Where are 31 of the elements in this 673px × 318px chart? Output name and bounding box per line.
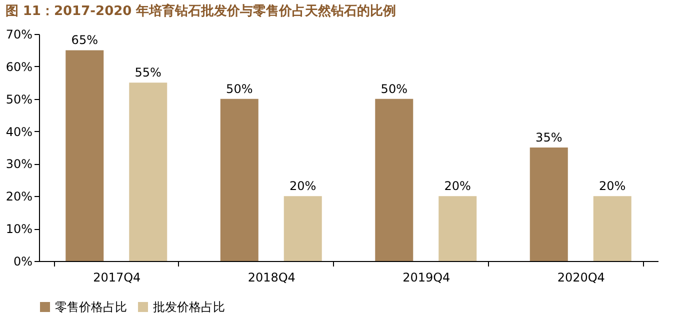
y-tick-label: 70% [6, 28, 32, 42]
data-label: 50% [380, 82, 408, 96]
y-tick-label: 20% [6, 190, 32, 204]
y-tick-label: 50% [6, 92, 32, 106]
data-label: 20% [290, 179, 316, 194]
data-label: 55% [134, 66, 162, 80]
bar [66, 50, 104, 261]
legend-label: 零售价格占比 [55, 300, 127, 314]
bar [375, 98, 414, 261]
x-tick-label: 2018Q4 [248, 270, 296, 284]
x-tick-label: 2017Q4 [93, 270, 141, 284]
data-label: 20% [444, 179, 471, 194]
bar [593, 196, 632, 261]
y-tick-label: 30% [6, 157, 32, 172]
data-label: 20% [599, 179, 626, 194]
chart-title: 图 11：2017-2020 年培育钻石批发价与零售价占天然钻石的比例 [5, 3, 396, 19]
legend-label: 批发价格占比 [153, 300, 225, 314]
bar [220, 98, 258, 261]
x-tick-label: 2020Q4 [557, 270, 605, 284]
data-label: 35% [536, 130, 562, 144]
y-tick-label: 40% [6, 124, 32, 139]
bar [530, 148, 568, 261]
data-label: 65% [71, 33, 98, 48]
y-tick-label: 0% [13, 254, 32, 268]
y-tick-label: 60% [6, 60, 32, 74]
x-tick-label: 2019Q4 [402, 270, 450, 284]
bar [284, 196, 322, 261]
bar [438, 196, 477, 261]
data-label: 50% [226, 82, 253, 96]
bar [129, 82, 168, 261]
y-tick-label: 10% [6, 222, 32, 236]
